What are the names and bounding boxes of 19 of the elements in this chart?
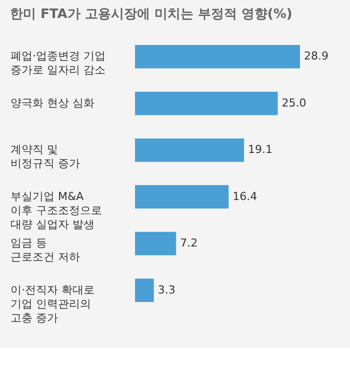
bar — [135, 138, 244, 162]
data-label: 7.2 — [180, 236, 198, 250]
data-label: 28.9 — [304, 50, 328, 63]
bar — [135, 278, 154, 302]
y-tick-label: 부실기업 M&A 이후 구조조정으로 대량 실업자 발생 — [10, 190, 102, 231]
bar — [135, 45, 300, 68]
y-tick-label: 임금 등 근로조건 저하 — [10, 236, 80, 264]
data-label: 16.4 — [232, 190, 258, 203]
y-tick-label: 이·전직자 확대로 기업 인력관리의 고충 증가 — [10, 283, 94, 324]
data-label: 3.3 — [158, 283, 176, 296]
y-tick-label: 계약직 및 비정규직 증가 — [10, 143, 80, 170]
bar — [135, 92, 278, 116]
chart-title: 한미 FTA가 고용시장에 미치는 부정적 영향(%) — [10, 7, 292, 22]
bar — [135, 185, 229, 209]
data-label: 25.0 — [282, 96, 306, 110]
y-tick-label: 양극화 현상 심화 — [10, 96, 94, 110]
bar — [135, 232, 176, 256]
y-tick-label: 폐업·업종변경 기업 증가로 일자리 감소 — [10, 50, 106, 77]
data-label: 19.1 — [248, 143, 273, 156]
